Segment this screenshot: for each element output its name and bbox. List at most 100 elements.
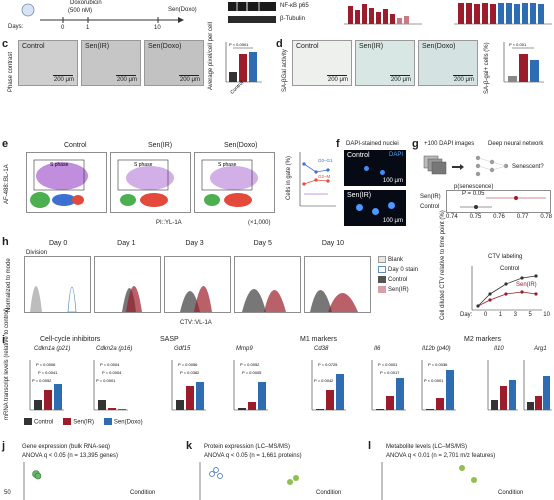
endpoint-label: Sen(Doxo): [168, 7, 197, 13]
ctv-title: CTV labeling: [488, 254, 523, 260]
qpcr-chart-cd38: P = 0.0725 P = 0.0042: [311, 360, 346, 411]
bar-chart-red: [344, 4, 422, 25]
svg-text:P = 0.0006: P = 0.0006: [36, 362, 56, 367]
panel-l-subtitle: ANOVA q < 0.01 (n = 2,701 m/z features): [386, 453, 496, 459]
panel-h-legend: Blank Day 0 stain Control Sen(IR): [378, 256, 438, 293]
svg-text:P < 0.0001: P < 0.0001: [229, 42, 249, 47]
panel-label-h: h: [2, 236, 9, 248]
svg-text:P = 0.0005: P = 0.0005: [242, 370, 262, 375]
ctv-histograms: [24, 256, 371, 313]
phase-image-sen-ir: Sen(IR) 200 μm: [81, 40, 141, 86]
panel-g-plot-title: p(senescence): [454, 184, 494, 190]
days-label: Days:: [8, 24, 24, 30]
panel-label-c: c: [2, 38, 9, 50]
histogram-day-1: [94, 256, 161, 313]
panel-g-row-label: Control: [420, 204, 440, 210]
qpcr-chart-il10: [487, 360, 518, 411]
panel-k-title: Protein expression (LC–MS/MS): [204, 444, 291, 450]
panel-label-g: g: [412, 138, 419, 150]
svg-text:P = 0.0004: P = 0.0004: [102, 370, 122, 375]
panel-e-summary-ylabel: Cells in gate (%): [286, 155, 292, 200]
qpcr-bar-charts: P = 0.0006 P = 0.0041 P = 0.0052 P = 0.000…: [29, 360, 552, 411]
division-label: Division: [26, 250, 48, 256]
panel-k-pca: [199, 462, 299, 500]
panel-l-title: Metabolite levels (LC–MS/MS): [386, 444, 468, 450]
histogram-day-5: [234, 256, 301, 313]
svg-text:P = 0.0052: P = 0.0052: [32, 378, 52, 383]
svg-text:P < 0.001: P < 0.001: [509, 42, 527, 47]
histogram-day-10: [304, 256, 371, 313]
day-tick: 1: [86, 25, 90, 31]
flow-title-sen-ir: Sen(IR): [148, 142, 173, 149]
gene-titles: Cdkn1a (p21) Cdkn2a (p16) Gdf15 Mmp9 Cd3…: [34, 346, 547, 352]
panel-label-f: f: [336, 138, 340, 150]
histogram-day-3: [164, 256, 231, 313]
qpcr-chart-il12b: P = 0.0036 P < 0.0001: [421, 360, 456, 411]
day-tick: 0: [61, 25, 65, 31]
blot-band-tubulin: [228, 16, 276, 23]
sabgal-image-sen-ir: Sen(IR) 200 μm: [355, 40, 415, 86]
svg-text:P = 0.0725: P = 0.0725: [318, 362, 338, 367]
bar-chart-blue: [454, 3, 552, 25]
svg-text:G2–M: G2–M: [318, 174, 331, 179]
panel-d-bar-chart: P < 0.001: [503, 42, 544, 83]
panel-e-xlabel: PI::YL-1A: [156, 220, 182, 226]
svg-text:P = 0.0036: P = 0.0036: [428, 362, 448, 367]
panel-g-pval: P = 0.05: [462, 191, 485, 197]
flow-title-control: Control: [64, 142, 87, 149]
flow-cytometry-plots: S phase S phase S phase: [26, 152, 275, 213]
panel-l-pca: [381, 462, 477, 500]
blot-row-label: NF-κB p65: [280, 3, 309, 9]
panel-g-input: +100 DAPI images: [424, 141, 475, 147]
sabgal-image-sen-doxo: Sen(Doxo) 200 μm: [418, 40, 478, 86]
panel-label-k: k: [186, 440, 193, 452]
phase-contrast-label: Phase contrast: [8, 51, 14, 92]
panel-g-xticks: 0.74 0.75 0.76 0.77 0.78: [446, 214, 552, 220]
panel-j-tick: 50: [4, 490, 11, 496]
drug-label: Doxorubicin: [70, 0, 102, 6]
ctv-series-control: Control: [500, 266, 520, 272]
dapi-image-control: Control DAPI 100 μm: [344, 150, 406, 186]
top-bar-charts: [344, 3, 552, 25]
panel-h-xlabel: CTV::VL-1A: [180, 320, 212, 326]
qpcr-chart-cdkn1a: P = 0.0006 P = 0.0041 P = 0.0052: [29, 360, 64, 411]
sabgal-image-control: Control 200 μm: [292, 40, 352, 86]
ctv-xticks: Day: 0 1 3 5 10: [460, 312, 550, 318]
panel-j-title: Gene expression (bulk RNA-seq): [22, 444, 111, 450]
panel-l-legend: Condition: [498, 490, 524, 496]
panel-label-i: i: [2, 334, 6, 346]
svg-text:P = 0.0004: P = 0.0004: [100, 362, 120, 367]
day-tick: 10: [154, 25, 161, 31]
flow-plot-sen-ir: S phase: [110, 152, 191, 213]
svg-text:S phase: S phase: [134, 162, 153, 168]
panel-e-summary-chart: G0–G1 G2–M: [299, 152, 336, 207]
ctv-series-sen-ir: Sen(IR): [516, 282, 537, 288]
sabgal-label: SA-βGal activity: [282, 49, 288, 92]
qpcr-chart-il6: P < 0.0001 P = 0.0017: [371, 360, 406, 411]
svg-text:P = 0.0041: P = 0.0041: [38, 370, 58, 375]
group-title: SASP: [160, 336, 179, 343]
dnn-schematic-icon: [423, 155, 509, 177]
panel-c-ylabel: Average pixel/cell per cell: [208, 22, 214, 90]
qpcr-chart-cdkn2a: P = 0.0004 P = 0.0004 P = 0.0001: [93, 360, 128, 411]
panel-c-bar-chart: P < 0.0001 Control: [225, 42, 262, 96]
flow-plot-control: S phase: [26, 152, 107, 213]
qpcr-chart-arg1: [523, 360, 552, 411]
panel-k-legend: Condition: [316, 490, 342, 496]
panel-e-xunit: (×1,000): [248, 220, 271, 226]
timeline-arrow-icon: [21, 3, 184, 23]
histogram-day-titles: Day 0 Day 1 Day 3 Day 5 Day 10: [48, 240, 345, 247]
dapi-image-sen-ir: Sen(IR) 100 μm: [344, 190, 406, 226]
panel-label-e: e: [2, 138, 9, 150]
svg-text:P = 0.0052: P = 0.0052: [240, 362, 260, 367]
panel-g-forest-plot: [446, 190, 551, 213]
svg-text:S phase: S phase: [50, 162, 69, 168]
group-title: Cell-cycle inhibitors: [40, 336, 101, 343]
panel-g-row-label: Sen(IR): [420, 194, 441, 200]
flow-title-sen-doxo: Sen(Doxo): [224, 142, 258, 149]
panel-e-ylabel: AF-488::BL-1A: [4, 164, 10, 204]
svg-text:P = 0.0042: P = 0.0042: [314, 378, 334, 383]
panel-i-legend: Control Sen(IR) Sen(Doxo): [24, 418, 143, 425]
panel-f-title: DAPI-stained nuclei: [346, 141, 399, 147]
panel-i-ylabel: mRNA transcript levels (relative to cont…: [4, 307, 10, 420]
